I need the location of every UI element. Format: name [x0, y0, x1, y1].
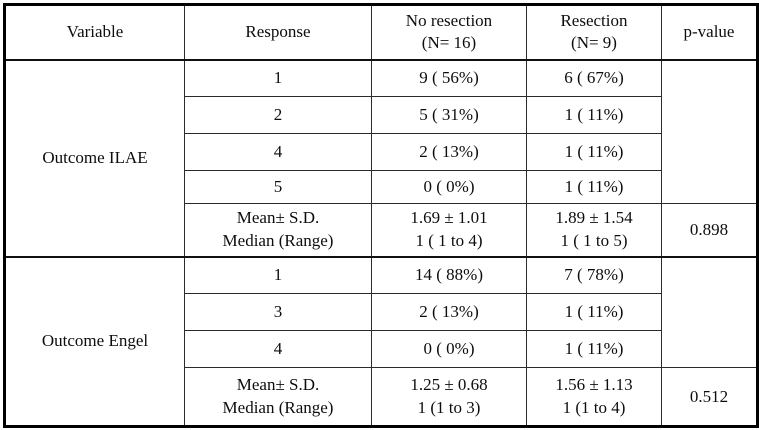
response-cell: 4 — [184, 330, 372, 368]
summary-resection-line1: 1.56 ± 1.13 — [555, 375, 633, 395]
summary-no-resection-line1: 1.69 ± 1.01 — [410, 208, 488, 228]
response-cell: 1 — [184, 255, 372, 294]
resection-cell: 1 ( 11%) — [526, 330, 662, 368]
table-row-engel-3: 3 2 ( 13%) 1 ( 11%) — [5, 293, 758, 331]
no-resection-cell: 0 ( 0%) — [371, 170, 527, 204]
summary-label-line2: Median (Range) — [222, 397, 334, 417]
outcome-table: Variable Response No resection (N= 16) R… — [3, 3, 759, 428]
p-value-cell-ilae: 0.898 — [661, 203, 758, 257]
response-cell: 3 — [184, 293, 372, 331]
summary-label-cell: Mean± S.D. Median (Range) — [184, 367, 372, 427]
no-resection-cell: 14 ( 88%) — [371, 255, 527, 294]
table-row-ilae-2: 2 5 ( 31%) 1 ( 11%) — [5, 96, 758, 134]
response-cell: 5 — [184, 170, 372, 204]
header-no-resection-line2: (N= 16) — [421, 33, 477, 53]
table-row-ilae-1: Outcome ILAE 1 9 ( 56%) 6 ( 67%) — [4, 59, 758, 257]
summary-label-line1: Mean± S.D. — [236, 375, 320, 395]
p-value-cell-engel: 0.512 — [661, 367, 758, 427]
table-row-engel-1: Outcome Engel 1 14 ( 88%) 7 ( 78%) — [4, 255, 758, 427]
p-value-spacer-ilae — [661, 59, 758, 204]
resection-cell: 1 ( 11%) — [526, 96, 662, 134]
response-cell: 4 — [184, 133, 372, 171]
no-resection-cell: 0 ( 0%) — [371, 330, 527, 368]
p-value-spacer-engel — [661, 255, 758, 368]
table-row-engel-summary: Mean± S.D. Median (Range) 1.25 ± 0.68 1 … — [5, 367, 758, 427]
resection-cell: 1 ( 11%) — [526, 293, 662, 331]
header-variable: Variable — [4, 4, 185, 61]
response-cell: 1 — [184, 59, 372, 97]
header-resection: Resection (N= 9) — [526, 4, 662, 61]
summary-no-resection-line2: 1 (1 to 3) — [417, 397, 481, 417]
resection-cell: 1 ( 11%) — [526, 170, 662, 204]
resection-cell: 1 ( 11%) — [526, 133, 662, 171]
summary-resection-line1: 1.89 ± 1.54 — [555, 208, 633, 228]
no-resection-cell: 5 ( 31%) — [371, 96, 527, 134]
summary-no-resection-cell: 1.69 ± 1.01 1 ( 1 to 4) — [371, 203, 527, 257]
header-p-value: p-value — [661, 4, 758, 61]
variable-cell-ilae: Outcome ILAE — [4, 59, 185, 257]
summary-resection-cell: 1.56 ± 1.13 1 (1 to 4) — [526, 367, 662, 427]
summary-resection-line2: 1 ( 1 to 5) — [560, 230, 628, 250]
header-response: Response — [184, 4, 372, 61]
summary-label-cell: Mean± S.D. Median (Range) — [184, 203, 372, 257]
summary-no-resection-line2: 1 ( 1 to 4) — [415, 230, 483, 250]
summary-label-line1: Mean± S.D. — [236, 208, 320, 228]
summary-no-resection-line1: 1.25 ± 0.68 — [410, 375, 488, 395]
header-row: Variable Response No resection (N= 16) R… — [4, 4, 758, 61]
table-row-ilae-summary: Mean± S.D. Median (Range) 1.69 ± 1.01 1 … — [5, 203, 758, 257]
summary-no-resection-cell: 1.25 ± 0.68 1 (1 to 3) — [371, 367, 527, 427]
resection-cell: 6 ( 67%) — [526, 59, 662, 97]
summary-label-line2: Median (Range) — [222, 230, 334, 250]
resection-cell: 7 ( 78%) — [526, 255, 662, 294]
no-resection-cell: 2 ( 13%) — [371, 293, 527, 331]
header-resection-line2: (N= 9) — [571, 33, 617, 53]
summary-resection-cell: 1.89 ± 1.54 1 ( 1 to 5) — [526, 203, 662, 257]
variable-cell-engel: Outcome Engel — [4, 255, 185, 427]
header-no-resection: No resection (N= 16) — [371, 4, 527, 61]
table-row-engel-4: 4 0 ( 0%) 1 ( 11%) — [5, 330, 758, 368]
summary-resection-line2: 1 (1 to 4) — [562, 397, 626, 417]
response-cell: 2 — [184, 96, 372, 134]
header-resection-line1: Resection — [560, 10, 628, 30]
no-resection-cell: 2 ( 13%) — [371, 133, 527, 171]
no-resection-cell: 9 ( 56%) — [371, 59, 527, 97]
header-no-resection-line1: No resection — [405, 10, 493, 30]
